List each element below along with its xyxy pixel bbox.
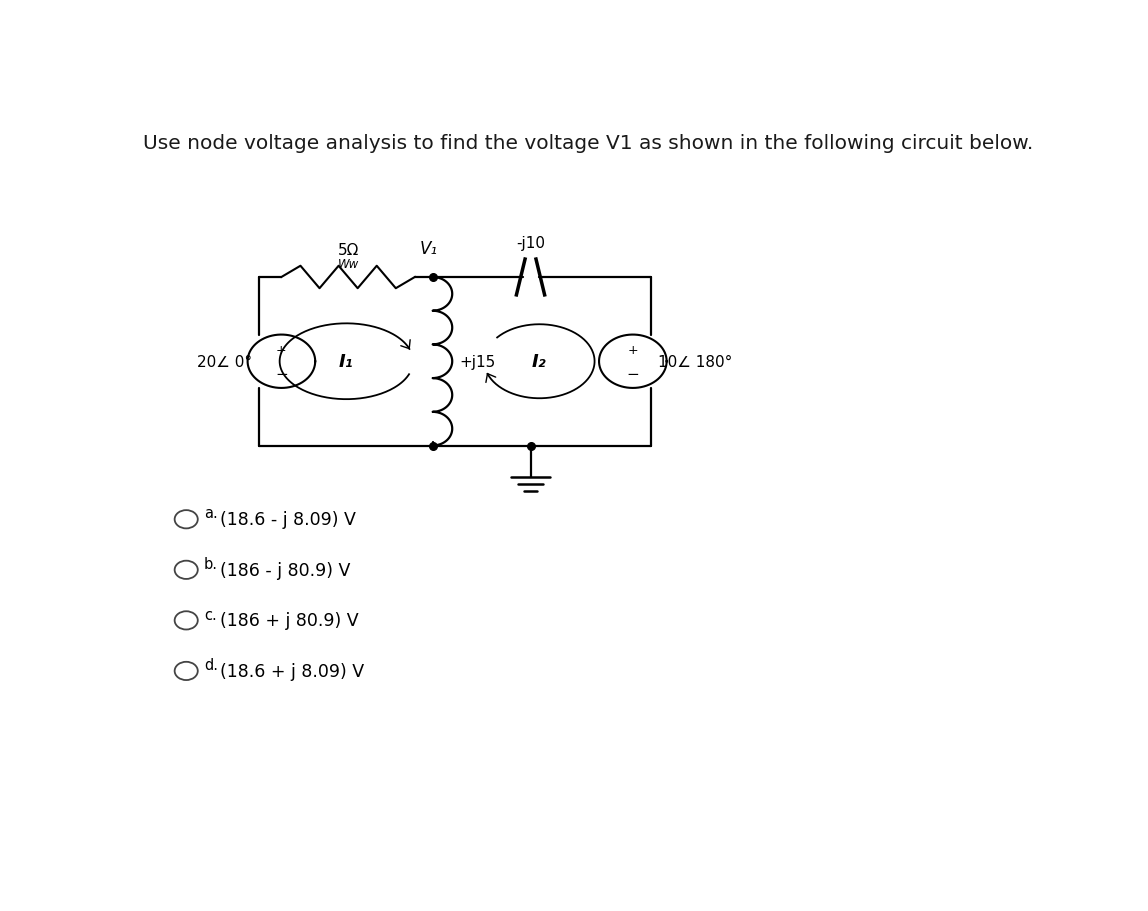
Text: (18.6 - j 8.09) V: (18.6 - j 8.09) V: [220, 511, 356, 528]
Text: 20∠ 0°: 20∠ 0°: [197, 354, 253, 369]
Text: (186 - j 80.9) V: (186 - j 80.9) V: [220, 561, 350, 579]
Text: I₂: I₂: [533, 353, 546, 371]
Text: d.: d.: [204, 658, 218, 672]
FancyArrowPatch shape: [401, 341, 410, 350]
Text: I₁: I₁: [339, 353, 354, 371]
Text: 10∠ 180°: 10∠ 180°: [658, 354, 732, 369]
Text: +j15: +j15: [459, 354, 496, 369]
Text: b.: b.: [204, 557, 218, 571]
Text: −: −: [627, 366, 639, 382]
Text: (186 + j 80.9) V: (186 + j 80.9) V: [220, 611, 358, 630]
Text: +: +: [628, 343, 638, 356]
Text: +: +: [276, 343, 287, 356]
Text: (18.6 + j 8.09) V: (18.6 + j 8.09) V: [220, 662, 364, 681]
Text: c.: c.: [204, 607, 217, 622]
Text: 5Ω: 5Ω: [338, 243, 359, 258]
Text: -j10: -j10: [515, 236, 545, 251]
FancyArrowPatch shape: [486, 374, 496, 383]
Text: a.: a.: [204, 506, 218, 521]
Text: Ww: Ww: [338, 258, 359, 271]
Text: −: −: [276, 366, 288, 382]
Text: V₁: V₁: [419, 241, 437, 258]
Text: Use node voltage analysis to find the voltage V1 as shown in the following circu: Use node voltage analysis to find the vo…: [144, 134, 1033, 153]
